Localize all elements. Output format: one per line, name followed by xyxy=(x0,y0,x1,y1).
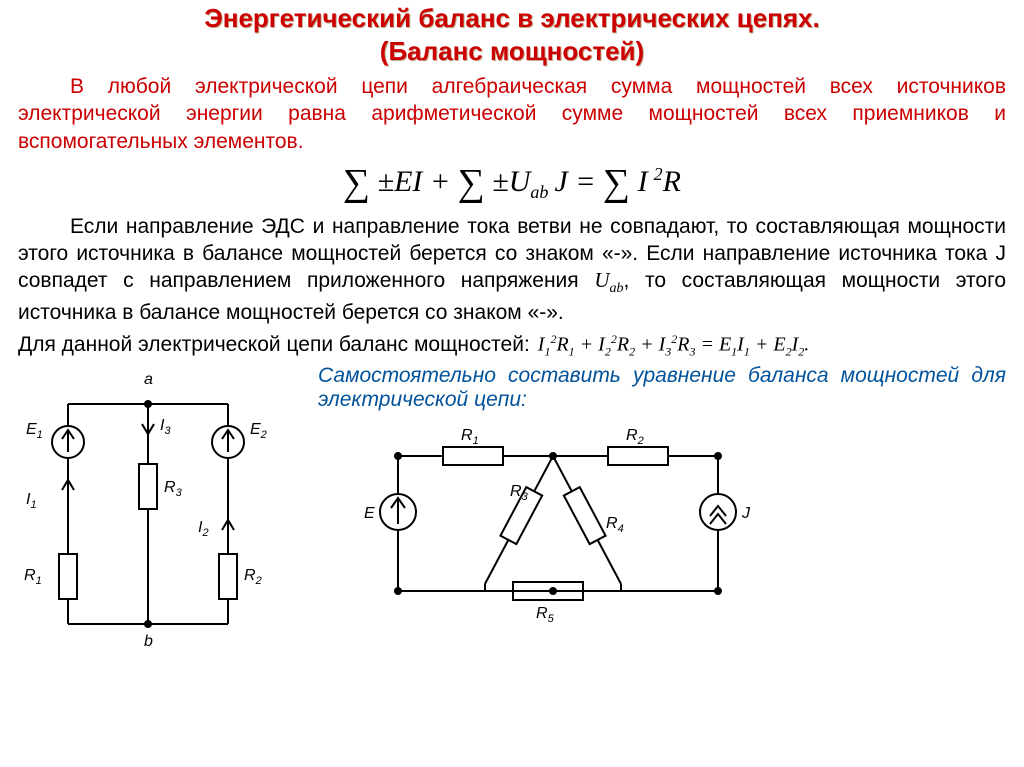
uab-math: Uab xyxy=(594,268,623,292)
circuit-1-diagram: a b E1 I1 R1 I xyxy=(18,364,278,649)
svg-text:E2: E2 xyxy=(250,421,267,441)
self-task: Самостоятельно составить уравнение балан… xyxy=(318,364,1006,412)
intro-text: В любой электрической цепи алгебраическа… xyxy=(18,75,1006,153)
title-line-1: Энергетический баланс в электрических це… xyxy=(204,3,819,33)
svg-text:J: J xyxy=(741,505,751,522)
svg-text:I1: I1 xyxy=(26,491,37,511)
svg-text:I2: I2 xyxy=(198,519,209,539)
title-line-2: (Баланс мощностей) xyxy=(380,36,644,66)
task-label: Для данной электрической цепи баланс мощ… xyxy=(18,333,530,357)
svg-text:I3: I3 xyxy=(160,417,171,437)
svg-text:R1: R1 xyxy=(461,427,479,447)
svg-text:E1: E1 xyxy=(26,421,43,441)
svg-text:R2: R2 xyxy=(244,567,262,587)
svg-text:R2: R2 xyxy=(626,427,644,447)
svg-text:R5: R5 xyxy=(536,605,555,625)
svg-text:E: E xyxy=(364,505,375,522)
self-task-text: Самостоятельно составить уравнение балан… xyxy=(318,364,1006,411)
page-title: Энергетический баланс в электрических це… xyxy=(18,2,1006,67)
balance-equation: I12R1 + I22R2 + I32R3 = E1I1 + E2I2. xyxy=(538,332,809,360)
task-line: Для данной электрической цепи баланс мощ… xyxy=(18,332,1006,360)
explanation-paragraph: Если направление ЭДС и направление тока … xyxy=(18,213,1006,326)
svg-text:R4: R4 xyxy=(606,515,624,535)
intro-paragraph: В любой электрической цепи алгебраическа… xyxy=(18,73,1006,155)
svg-text:R1: R1 xyxy=(24,567,42,587)
main-equation: ∑ ±EI + ∑ ±Uab J = ∑ I 2R xyxy=(18,161,1006,205)
svg-text:R3: R3 xyxy=(164,479,183,499)
svg-text:a: a xyxy=(144,371,153,388)
circuit-2-diagram: R1 R2 E J xyxy=(318,416,788,646)
svg-text:b: b xyxy=(144,633,153,649)
